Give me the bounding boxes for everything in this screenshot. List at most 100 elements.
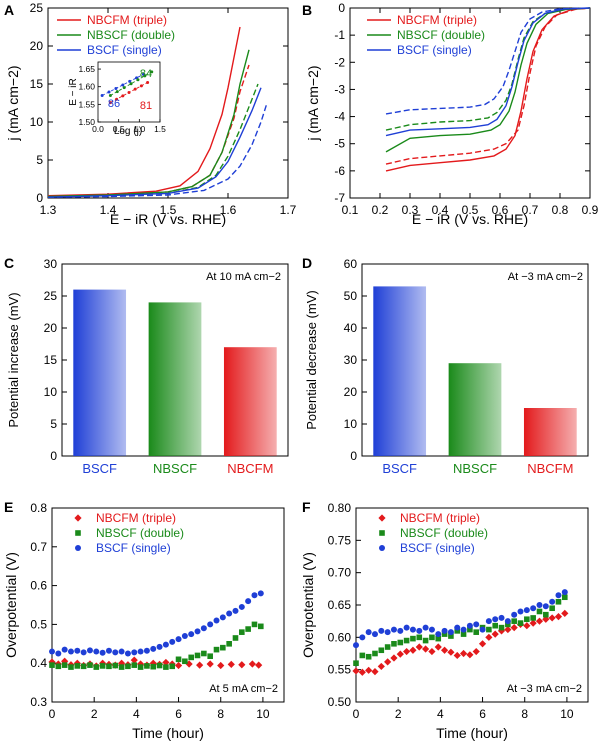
panel-e-data-point — [74, 663, 81, 669]
panel-e-data-point — [245, 598, 252, 605]
panel-d-ytick-label: 50 — [344, 289, 358, 303]
panel-f-data-point — [517, 608, 524, 615]
panel-f-data-point — [365, 653, 372, 660]
panel-f-data-point — [479, 626, 486, 633]
panel-e-data-point — [163, 664, 169, 670]
panel-b-xtick-label: 0.3 — [402, 203, 419, 217]
panel-c-ytick-label: 30 — [44, 257, 58, 271]
inset-ytick-label: 1.60 — [78, 82, 95, 92]
panel-f-ytick-label: 0.65 — [328, 598, 352, 612]
panel-b-xtick-label: 0.5 — [462, 203, 479, 217]
panel-a-y-axis-label: j (mA cm−2) — [5, 65, 21, 141]
panel-f-data-point — [384, 629, 391, 636]
panel-f-data-point — [542, 603, 549, 610]
panel-f-data-point — [403, 647, 411, 656]
panel-b-xtick-label: 0.6 — [492, 203, 509, 217]
panel-b-series-line — [385, 7, 591, 131]
panel-c-y-axis-label: Potential increase (mV) — [6, 292, 21, 427]
panel-e-data-point — [105, 647, 112, 654]
panel-f-data-point — [391, 641, 397, 647]
panel-e-data-point — [207, 653, 213, 660]
panel-e-data-point — [67, 648, 74, 655]
panel-e-data-point — [213, 617, 220, 624]
panel-e-data-point — [238, 661, 246, 669]
panel-f-data-point — [485, 633, 493, 641]
panel-f-data-point — [448, 633, 454, 639]
panel-e-data-point — [175, 656, 182, 663]
panel-f-ytick-label: 0.80 — [328, 501, 352, 515]
panel-e-data-point — [156, 643, 163, 650]
panel-e-data-point — [143, 647, 150, 654]
panel-b-ytick-label: 0 — [338, 1, 345, 15]
panel-f-data-point — [466, 622, 473, 629]
panel-e-frame — [51, 507, 285, 703]
inset-y-axis-label: E − iR — [68, 78, 79, 106]
panel-e-data-point — [156, 662, 163, 669]
panel-d-ytick-label: 60 — [344, 257, 358, 271]
panel-letter-e: E — [4, 499, 13, 515]
panel-f-data-point — [473, 629, 480, 635]
panel-c-ytick-label: 5 — [50, 417, 57, 431]
panel-e-ytick-label: 0.8 — [30, 501, 47, 515]
panel-f-data-point — [523, 622, 531, 630]
panel-b-ytick-label: -7 — [334, 191, 345, 205]
panel-e-data-point — [162, 641, 169, 648]
panel-e-data-point — [150, 645, 157, 652]
panel-e-data-point — [68, 664, 74, 670]
panel-a-series-line — [47, 83, 259, 198]
panel-e-data-point — [169, 663, 176, 670]
panel-f-data-point — [498, 614, 505, 621]
panel-f-data-point — [562, 594, 568, 601]
panel-a-series-line — [47, 102, 268, 198]
inset-fit-line — [110, 82, 148, 103]
panel-e-data-point — [99, 649, 106, 656]
panel-b-y-axis-label: j (mA cm−2) — [305, 65, 321, 141]
panel-f-xtick-label: 0 — [353, 707, 360, 721]
panel-e-data-point — [49, 648, 55, 655]
panel-e-data-point — [118, 648, 125, 655]
panel-f-ytick-label: 0.70 — [328, 566, 352, 580]
panel-e-ytick-label: 0.4 — [30, 656, 47, 670]
panel-f-data-point — [549, 605, 555, 612]
panel-f-data-point — [390, 626, 397, 633]
panel-f-data-point — [549, 598, 556, 605]
panel-e-data-point — [248, 660, 256, 668]
panel-f-data-point — [523, 607, 530, 614]
panel-f-data-point — [403, 637, 410, 644]
panel-f-data-point — [396, 650, 404, 658]
panel-e-data-point — [206, 660, 214, 668]
panel-e-data-point — [144, 663, 150, 669]
panel-b-xtick-label: 0.9 — [582, 203, 599, 217]
panel-e-data-point — [130, 656, 138, 664]
panel-a-xtick-label: 1.6 — [220, 203, 237, 217]
panel-f-data-point — [378, 647, 385, 654]
panel-e-data-point — [255, 661, 263, 669]
panel-e-data-point — [217, 661, 225, 670]
panel-f-y-axis-label: Overpotential (V) — [300, 552, 316, 658]
panel-f-data-point — [554, 613, 563, 621]
panel-f-data-point — [403, 624, 410, 631]
panel-e-data-point — [188, 631, 195, 638]
panel-a-series-line — [47, 26, 241, 197]
panel-f-data-point — [548, 614, 556, 622]
panel-f-xtick-label: 2 — [395, 707, 402, 721]
panel-e-legend-label: NBSCF (double) — [96, 526, 184, 540]
panel-e-data-point — [232, 635, 239, 641]
panel-a-ytick-label: 5 — [36, 153, 43, 167]
panel-e-data-point — [106, 663, 112, 670]
panel-letter-a: A — [4, 2, 14, 18]
panel-f-data-point — [440, 646, 449, 654]
panel-d-y-axis-label: Potential decrease (mV) — [304, 290, 319, 429]
panel-f-data-point — [486, 626, 492, 633]
panel-f-data-point — [561, 609, 569, 618]
panel-f-data-point — [409, 626, 416, 633]
panel-e-xtick-label: 10 — [256, 707, 270, 721]
panel-e-data-point — [185, 660, 193, 668]
panel-f-data-point — [422, 624, 429, 631]
panel-e-legend-marker — [75, 545, 81, 551]
panel-f-data-point — [371, 668, 379, 676]
panel-f-data-point — [447, 629, 454, 636]
panel-d-ytick-label: 40 — [344, 321, 358, 335]
panel-b-series-line — [385, 7, 591, 172]
panel-e-data-point — [125, 663, 131, 670]
